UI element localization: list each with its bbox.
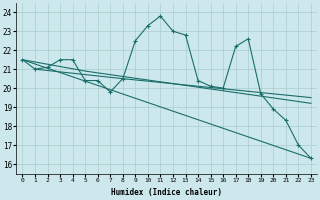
X-axis label: Humidex (Indice chaleur): Humidex (Indice chaleur) [111, 188, 222, 197]
